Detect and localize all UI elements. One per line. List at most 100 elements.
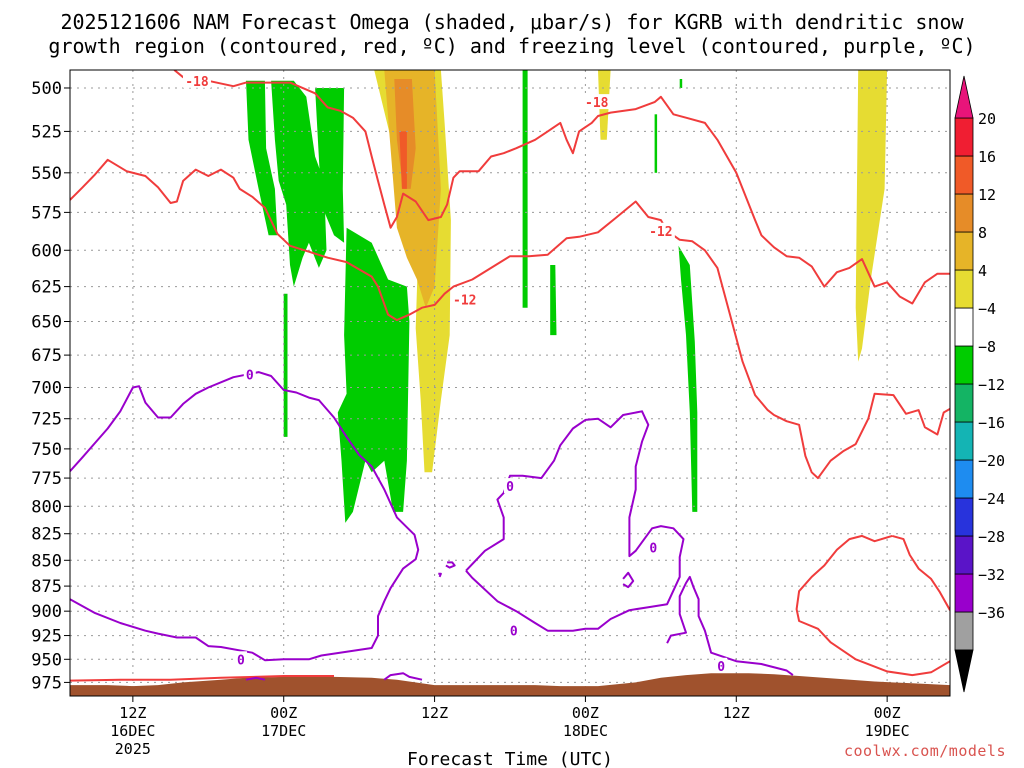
freezing-contour-2 bbox=[445, 561, 456, 569]
x-tick-date-18: 17DEC bbox=[261, 722, 306, 740]
contour-labels: -18 -18 -12 -12 0 0 0 0 0 0 bbox=[182, 72, 728, 675]
omega-region-red-1 bbox=[399, 131, 407, 189]
colorbar-box-2 bbox=[954, 535, 974, 575]
y-tick-label-625: 625 bbox=[31, 278, 62, 298]
colorbar-label-11: −28 bbox=[978, 528, 1005, 546]
colorbar-box-7 bbox=[954, 345, 974, 385]
contour-label-3: -12 bbox=[649, 225, 672, 240]
x-tick-date-66: 19DEC bbox=[865, 722, 910, 740]
y-tick-label-925: 925 bbox=[31, 627, 62, 647]
colorbar-box-10 bbox=[954, 231, 974, 271]
colorbar-box-13 bbox=[954, 117, 974, 157]
contour-label-bg-5 bbox=[234, 651, 247, 667]
y-tick-label-900: 900 bbox=[31, 602, 62, 622]
omega-region-green-9 bbox=[654, 114, 658, 173]
colorbar-under-arrow bbox=[954, 649, 974, 693]
colorbar: 20 16 12 8 4 −4 −8 −12 −16 −20 −24 −28 −32 −36 bbox=[954, 75, 1005, 693]
colorbar-box-4 bbox=[954, 459, 974, 499]
dendritic-growth-contours bbox=[70, 70, 950, 682]
contour-label-bg-2 bbox=[450, 291, 479, 307]
y-tick-label-500: 500 bbox=[31, 79, 62, 99]
omega-region-green-3 bbox=[283, 122, 307, 165]
colorbar-label-0: 20 bbox=[978, 110, 996, 128]
omega-region-green-4 bbox=[315, 88, 345, 243]
colorbar-box-1 bbox=[954, 573, 974, 613]
colorbar-box-0 bbox=[954, 611, 974, 651]
x-tick-date-6: 16DEC bbox=[110, 722, 155, 740]
colorbar-label-5: −4 bbox=[978, 300, 996, 318]
colorbar-label-12: −32 bbox=[978, 566, 1005, 584]
colorbar-label-4: 4 bbox=[978, 262, 987, 280]
y-tick-label-575: 575 bbox=[31, 203, 62, 223]
contour-label-bg-9 bbox=[715, 657, 728, 673]
colorbar-box-5 bbox=[954, 421, 974, 461]
colorbar-box-6 bbox=[954, 383, 974, 423]
y-tick-label-600: 600 bbox=[31, 241, 62, 261]
x-tick-date-42: 18DEC bbox=[563, 722, 608, 740]
contour-label-9: 0 bbox=[717, 660, 725, 675]
omega-region-green-11 bbox=[678, 245, 698, 512]
omega-region-green-2 bbox=[271, 80, 327, 287]
y-tick-label-825: 825 bbox=[31, 525, 62, 545]
contour-label-8: 0 bbox=[649, 542, 657, 557]
freezing-contour-7 bbox=[245, 676, 266, 681]
y-tick-label-800: 800 bbox=[31, 497, 62, 517]
contour-label-bg-8 bbox=[647, 539, 660, 555]
x-axis-label: Forecast Time (UTC) bbox=[407, 749, 613, 768]
freezing-contour-3 bbox=[438, 572, 442, 578]
y-tick-label-550: 550 bbox=[31, 164, 62, 184]
dgz-contour-3 bbox=[795, 534, 950, 677]
freezing-contour-1 bbox=[465, 410, 685, 632]
chart-title-line-1: 2025121606 NAM Forecast Omega (shaded, μ… bbox=[60, 10, 964, 34]
dgz-contour-2 bbox=[891, 534, 950, 611]
dgz-contour-1 bbox=[70, 158, 950, 480]
y-tick-label-750: 750 bbox=[31, 440, 62, 460]
x-tick-year-6: 2025 bbox=[115, 740, 151, 758]
y-axis: 500 525 550 575 600 625 650 675 700 725 750 775 800 8… bbox=[31, 79, 70, 693]
colorbar-label-9: −20 bbox=[978, 452, 1005, 470]
y-tick-label-725: 725 bbox=[31, 410, 62, 430]
freezing-contour-0 bbox=[70, 371, 420, 662]
dgz-contour-4 bbox=[70, 675, 334, 682]
y-tick-label-700: 700 bbox=[31, 378, 62, 398]
contour-label-bg-0 bbox=[182, 72, 211, 88]
y-tick-label-675: 675 bbox=[31, 346, 62, 366]
omega-region-green-7 bbox=[522, 70, 528, 308]
colorbar-label-6: −8 bbox=[978, 338, 996, 356]
omega-region-green-8 bbox=[550, 265, 557, 336]
colorbar-label-3: 8 bbox=[978, 224, 987, 242]
terrain-fill bbox=[70, 673, 950, 696]
x-tick-label-54: 12Z bbox=[723, 704, 750, 722]
freezing-contour-5 bbox=[666, 575, 794, 676]
contour-label-bg-1 bbox=[582, 94, 611, 110]
x-tick-label-30: 12Z bbox=[421, 704, 448, 722]
omega-shading bbox=[246, 70, 888, 523]
plot-frame bbox=[69, 69, 951, 697]
y-tick-label-650: 650 bbox=[31, 313, 62, 333]
colorbar-label-13: −36 bbox=[978, 604, 1005, 622]
contour-label-5: 0 bbox=[237, 653, 245, 668]
y-tick-label-950: 950 bbox=[31, 650, 62, 670]
contour-label-bg-6 bbox=[504, 478, 516, 494]
colorbar-box-3 bbox=[954, 497, 974, 537]
contour-label-7: 0 bbox=[510, 625, 518, 640]
omega-region-yellow-3 bbox=[855, 70, 888, 362]
contour-label-6: 0 bbox=[506, 480, 514, 495]
colorbar-label-10: −24 bbox=[978, 490, 1005, 508]
y-tick-label-850: 850 bbox=[31, 551, 62, 571]
contour-label-bg-4 bbox=[243, 366, 256, 382]
y-tick-label-975: 975 bbox=[31, 673, 62, 693]
x-tick-label-18: 00Z bbox=[270, 704, 297, 722]
terrain bbox=[70, 673, 950, 696]
chart-title-line-2: growth region (contoured, red, ºC) and f… bbox=[48, 34, 976, 58]
colorbar-label-7: −12 bbox=[978, 376, 1005, 394]
y-tick-label-525: 525 bbox=[31, 122, 62, 142]
x-tick-label-66: 00Z bbox=[874, 704, 901, 722]
x-tick-label-42: 00Z bbox=[572, 704, 599, 722]
contour-label-bg-7 bbox=[507, 622, 520, 638]
colorbar-label-2: 12 bbox=[978, 186, 996, 204]
colorbar-box-11 bbox=[954, 193, 974, 233]
colorbar-box-8 bbox=[954, 307, 974, 347]
